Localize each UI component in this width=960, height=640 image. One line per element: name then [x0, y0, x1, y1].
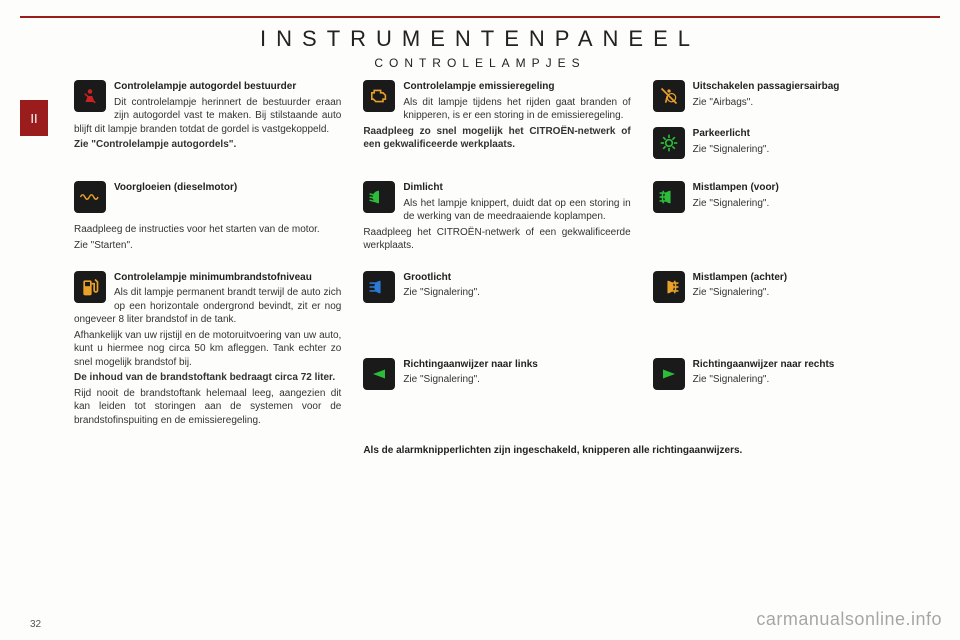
cell-rearfog: Mistlampen (achter) Zie "Signalering". — [653, 271, 920, 340]
seatbelt-ref: Zie "Controlelampje autogordels". — [74, 138, 341, 152]
cell-emission: Controlelampje emissieregeling Als dit l… — [363, 80, 630, 163]
highbeam-icon — [363, 271, 395, 303]
page-header: INSTRUMENTENPANEEL CONTROLELAMPJES — [0, 0, 960, 70]
page-number: 32 — [30, 619, 41, 630]
right-col-top: Uitschakelen passagiersairbag Zie "Airba… — [653, 80, 920, 163]
emission-body: Als dit lampje tijdens het rijden gaat b… — [363, 96, 630, 123]
preheat-title: Voorgloeien (dieselmotor) — [114, 182, 237, 193]
fuel-body: Als dit lampje permanent brandt terwijl … — [74, 286, 341, 327]
rearfog-icon — [653, 271, 685, 303]
turn-left-title: Richtingaanwijzer naar links — [403, 359, 537, 370]
watermark: carmanualsonline.info — [756, 609, 942, 630]
fuel-body2: Afhankelijk van uw rijstijl en de motoru… — [74, 329, 341, 370]
footer-note: Als de alarmknipperlichten zijn ingescha… — [363, 445, 920, 456]
fuel-body4: Rijd nooit de brandstoftank helemaal lee… — [74, 387, 341, 428]
airbag-off-icon — [653, 80, 685, 112]
lamp-grid: Controlelampje autogordel bestuurder Dit… — [74, 80, 920, 456]
cell-turn-right: Richtingaanwijzer naar rechts Zie "Signa… — [653, 358, 920, 427]
rearfog-ref: Zie "Signalering". — [653, 286, 920, 300]
preheat-ref: Zie "Starten". — [74, 239, 341, 253]
airbag-off-ref: Zie "Airbags". — [653, 96, 920, 110]
lowbeam-icon — [363, 181, 395, 213]
parklight-title: Parkeerlicht — [693, 128, 750, 139]
turn-left-icon — [363, 358, 395, 390]
cell-parklight: Parkeerlicht Zie "Signalering". — [653, 127, 920, 156]
top-red-divider — [20, 16, 940, 18]
seatbelt-title: Controlelampje autogordel bestuurder — [114, 81, 296, 92]
frontfog-icon — [653, 181, 685, 213]
chapter-tab: II — [20, 100, 48, 136]
turn-left-ref: Zie "Signalering". — [363, 373, 630, 387]
emission-ref: Raadpleeg zo snel mogelijk het CITROËN-n… — [363, 125, 630, 152]
frontfog-title: Mistlampen (voor) — [693, 182, 779, 193]
emission-title: Controlelampje emissieregeling — [403, 81, 554, 92]
cell-frontfog: Mistlampen (voor) Zie "Signalering". — [653, 181, 920, 253]
highbeam-title: Grootlicht — [403, 272, 451, 283]
seatbelt-body: Dit controlelampje herinnert de bestuurd… — [74, 96, 341, 137]
page-subtitle: CONTROLELAMPJES — [0, 56, 960, 70]
preheat-body: Raadpleeg de instructies voor het starte… — [74, 217, 341, 237]
parklight-icon — [653, 127, 685, 159]
engine-icon — [363, 80, 395, 112]
highbeam-ref: Zie "Signalering". — [363, 286, 630, 300]
airbag-off-title: Uitschakelen passagiersairbag — [693, 81, 840, 92]
fuel-icon — [74, 271, 106, 303]
cell-lowbeam: Dimlicht Als het lampje knippert, duidt … — [363, 181, 630, 253]
cell-highbeam: Grootlicht Zie "Signalering". — [363, 271, 630, 340]
lowbeam-ref: Raadpleeg het CITROËN-netwerk of een gek… — [363, 226, 630, 253]
cell-seatbelt: Controlelampje autogordel bestuurder Dit… — [74, 80, 341, 163]
glowplug-icon — [74, 181, 106, 213]
turn-right-icon — [653, 358, 685, 390]
cell-fuel: Controlelampje minimumbrandstofniveau Al… — [74, 271, 341, 428]
turn-right-ref: Zie "Signalering". — [653, 373, 920, 387]
parklight-ref: Zie "Signalering". — [653, 143, 920, 157]
lowbeam-title: Dimlicht — [403, 182, 442, 193]
seatbelt-icon — [74, 80, 106, 112]
page-title: INSTRUMENTENPANEEL — [0, 26, 960, 52]
cell-preheat: Voorgloeien (dieselmotor) Raadpleeg de i… — [74, 181, 341, 253]
fuel-body3: De inhoud van de brandstoftank bedraagt … — [74, 371, 341, 385]
lowbeam-body: Als het lampje knippert, duidt dat op ee… — [363, 197, 630, 224]
frontfog-ref: Zie "Signalering". — [653, 197, 920, 211]
cell-airbag-off: Uitschakelen passagiersairbag Zie "Airba… — [653, 80, 920, 109]
cell-turn-left: Richtingaanwijzer naar links Zie "Signal… — [363, 358, 630, 427]
turn-right-title: Richtingaanwijzer naar rechts — [693, 359, 835, 370]
fuel-title: Controlelampje minimumbrandstofniveau — [114, 272, 312, 283]
rearfog-title: Mistlampen (achter) — [693, 272, 787, 283]
